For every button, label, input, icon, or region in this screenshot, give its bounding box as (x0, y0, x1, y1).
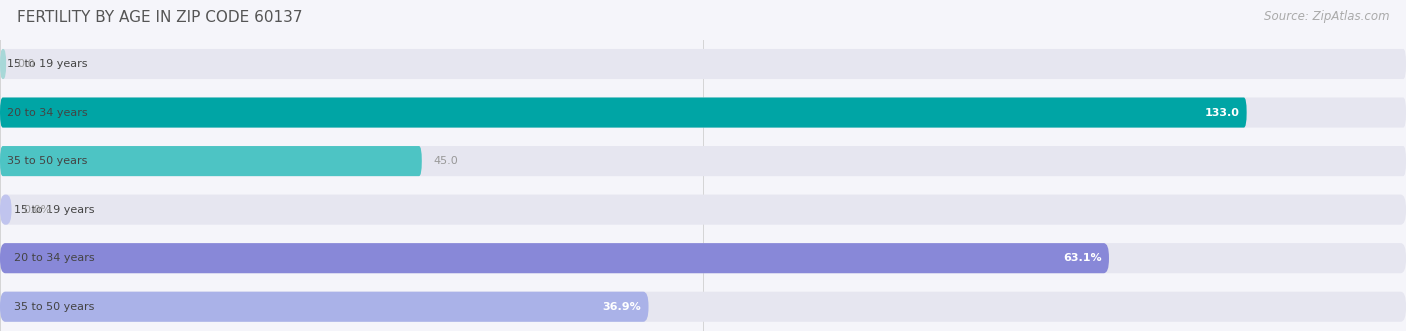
FancyBboxPatch shape (0, 195, 11, 225)
FancyBboxPatch shape (0, 146, 422, 176)
Text: 20 to 34 years: 20 to 34 years (7, 108, 89, 118)
FancyBboxPatch shape (0, 49, 1406, 79)
Text: 0.0: 0.0 (17, 59, 35, 69)
Text: 35 to 50 years: 35 to 50 years (14, 302, 94, 312)
Text: 20 to 34 years: 20 to 34 years (14, 253, 94, 263)
FancyBboxPatch shape (0, 146, 1406, 176)
FancyBboxPatch shape (0, 49, 6, 79)
FancyBboxPatch shape (0, 98, 1247, 127)
Text: 36.9%: 36.9% (603, 302, 641, 312)
FancyBboxPatch shape (0, 292, 648, 322)
FancyBboxPatch shape (0, 98, 1406, 127)
Text: 35 to 50 years: 35 to 50 years (7, 156, 87, 166)
Text: 0.0%: 0.0% (22, 205, 51, 214)
Text: 45.0: 45.0 (433, 156, 458, 166)
Text: 15 to 19 years: 15 to 19 years (7, 59, 89, 69)
Text: 63.1%: 63.1% (1063, 253, 1102, 263)
FancyBboxPatch shape (0, 243, 1406, 273)
FancyBboxPatch shape (0, 195, 1406, 225)
FancyBboxPatch shape (0, 292, 1406, 322)
Text: FERTILITY BY AGE IN ZIP CODE 60137: FERTILITY BY AGE IN ZIP CODE 60137 (17, 10, 302, 25)
Text: 133.0: 133.0 (1205, 108, 1240, 118)
Text: 15 to 19 years: 15 to 19 years (14, 205, 94, 214)
Text: Source: ZipAtlas.com: Source: ZipAtlas.com (1264, 10, 1389, 23)
FancyBboxPatch shape (0, 243, 1109, 273)
